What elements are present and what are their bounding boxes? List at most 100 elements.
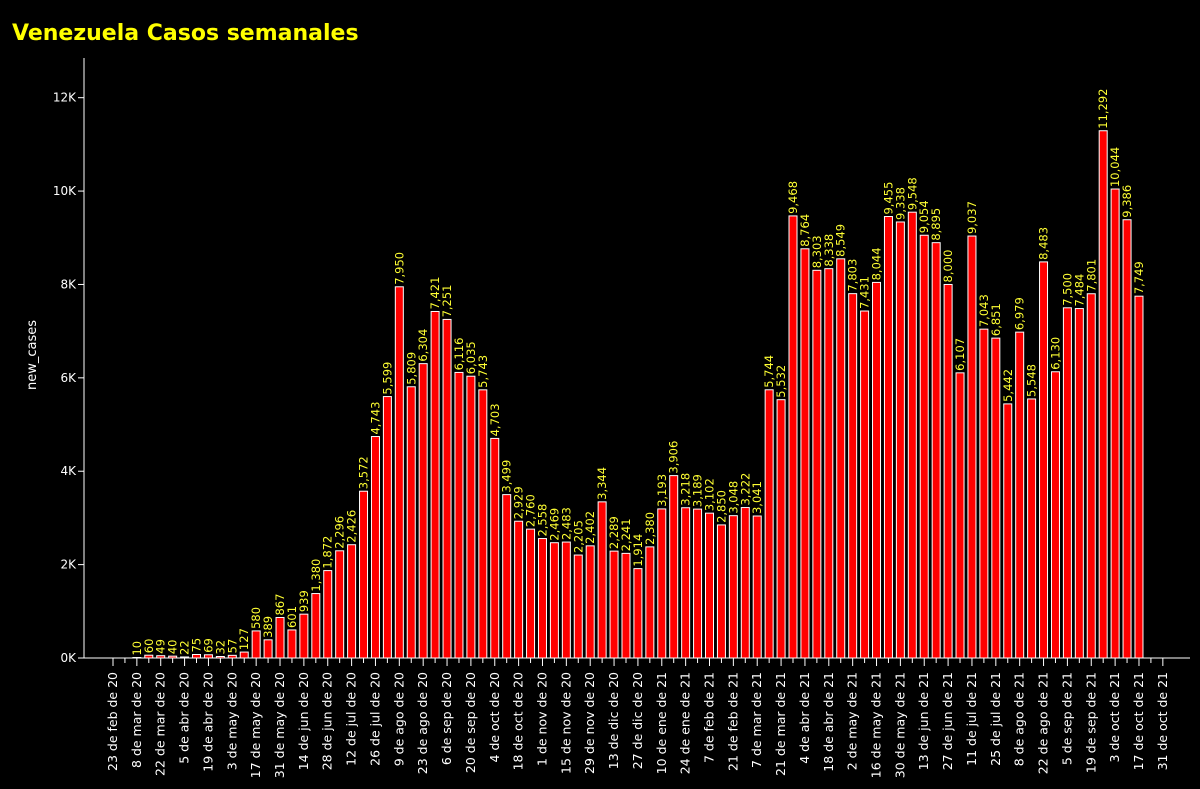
x-tick-label: 27 de dic de 20: [630, 672, 645, 769]
value-label: 60: [142, 639, 156, 654]
x-tick-label: 26 de jul de 20: [367, 672, 382, 766]
bar: [347, 544, 357, 659]
x-tick-label: 17 de may de 20: [248, 672, 263, 778]
value-label: 7,431: [858, 276, 872, 309]
bar: [907, 211, 917, 659]
value-label: 7,043: [977, 294, 991, 327]
x-tick-label: 21 de feb de 21: [725, 672, 740, 771]
bar: [382, 396, 392, 659]
value-label: 7,803: [846, 259, 860, 292]
bar: [681, 507, 691, 659]
x-tick-label: 7 de mar de 21: [749, 672, 764, 768]
value-label: 127: [237, 628, 251, 650]
value-label: 9,386: [1120, 185, 1134, 218]
x-tick-label: 4 de abr de 21: [797, 672, 812, 764]
bar: [1015, 331, 1025, 659]
x-tick-label: 23 de ago de 20: [415, 672, 430, 774]
value-label: 9,037: [965, 201, 979, 234]
value-label: 40: [166, 639, 180, 654]
value-label: 2,289: [607, 516, 621, 549]
y-tick-label: 6K: [60, 371, 77, 385]
x-tick-label: 23 de feb de 20: [105, 672, 120, 771]
value-label: 7,500: [1060, 273, 1074, 306]
value-label: 2,850: [714, 490, 728, 523]
bar: [478, 389, 488, 659]
value-label: 2,380: [643, 512, 657, 545]
value-label: 9,455: [881, 182, 895, 215]
value-label: 8,044: [870, 247, 884, 280]
x-tick-label: 18 de abr de 21: [821, 672, 836, 772]
bar: [454, 371, 464, 659]
value-label: 11,292: [1096, 88, 1110, 128]
bar: [836, 258, 846, 659]
value-label: 580: [249, 607, 263, 629]
value-label: 5,532: [774, 365, 788, 398]
value-label: 9,468: [786, 181, 800, 214]
x-tick-label: 27 de jun de 21: [940, 672, 955, 770]
value-label: 4,703: [488, 403, 502, 436]
bar: [466, 375, 476, 659]
value-label: 57: [225, 639, 239, 654]
x-tick-label: 10 de ene de 21: [654, 672, 669, 774]
bar: [275, 617, 285, 659]
y-tick-label: 4K: [60, 464, 77, 478]
value-label: 389: [261, 616, 275, 638]
value-label: 939: [297, 590, 311, 612]
value-label: 5,809: [404, 352, 418, 385]
bar: [144, 654, 154, 659]
bar: [621, 552, 631, 659]
bar: [203, 654, 213, 659]
x-tick-label: 22 de ago de 21: [1036, 672, 1051, 774]
x-tick-label: 14 de jun de 20: [296, 672, 311, 770]
value-label: 2,402: [583, 511, 597, 544]
x-tick-label: 11 de jul de 21: [964, 672, 979, 766]
bar: [883, 216, 893, 659]
x-tick-label: 5 de sep de 21: [1059, 672, 1074, 765]
value-label: 8,338: [822, 234, 836, 267]
value-label: 8,483: [1037, 227, 1051, 260]
bar: [1050, 371, 1060, 659]
bar: [979, 328, 989, 659]
value-label: 7,421: [428, 277, 442, 310]
x-tick-label: 28 de jun de 20: [320, 672, 335, 770]
x-tick-label: 31 de oct de 21: [1155, 672, 1170, 770]
value-label: 1,872: [321, 536, 335, 569]
value-label: 6,116: [452, 337, 466, 370]
value-label: 2,483: [559, 507, 573, 540]
bar: [716, 524, 726, 659]
bar: [824, 268, 834, 659]
x-tick-label: 1 de nov de 20: [534, 672, 549, 766]
bar: [1027, 398, 1037, 659]
bar: [502, 494, 512, 659]
bar: [1074, 308, 1084, 659]
bar: [1122, 219, 1132, 659]
x-tick-label: 12 de jul de 20: [344, 672, 359, 766]
value-label: 1,914: [631, 534, 645, 567]
value-label: 8,895: [929, 208, 943, 241]
value-label: 3,189: [691, 474, 705, 507]
bar: [526, 528, 536, 659]
x-tick-label: 2 de may de 21: [845, 672, 860, 770]
bar: [514, 520, 524, 659]
bar: [442, 318, 452, 659]
bar: [263, 639, 273, 659]
x-tick-label: 5 de abr de 20: [177, 672, 192, 764]
bar: [895, 221, 905, 659]
value-label: 5,599: [380, 362, 394, 395]
value-label: 22: [178, 640, 192, 655]
bar: [728, 515, 738, 659]
bar: [180, 656, 190, 659]
value-label: 3,218: [679, 473, 693, 506]
bar: [168, 655, 178, 659]
x-tick-label: 19 de sep de 21: [1083, 672, 1098, 773]
value-label: 2,469: [547, 508, 561, 541]
bar: [693, 508, 703, 659]
bar: [585, 545, 595, 659]
bar: [549, 542, 559, 659]
value-label: 3,193: [655, 474, 669, 507]
bar: [860, 310, 870, 659]
bar: [335, 550, 345, 659]
y-axis-label: new_cases: [25, 320, 40, 390]
value-label: 2,929: [512, 486, 526, 519]
